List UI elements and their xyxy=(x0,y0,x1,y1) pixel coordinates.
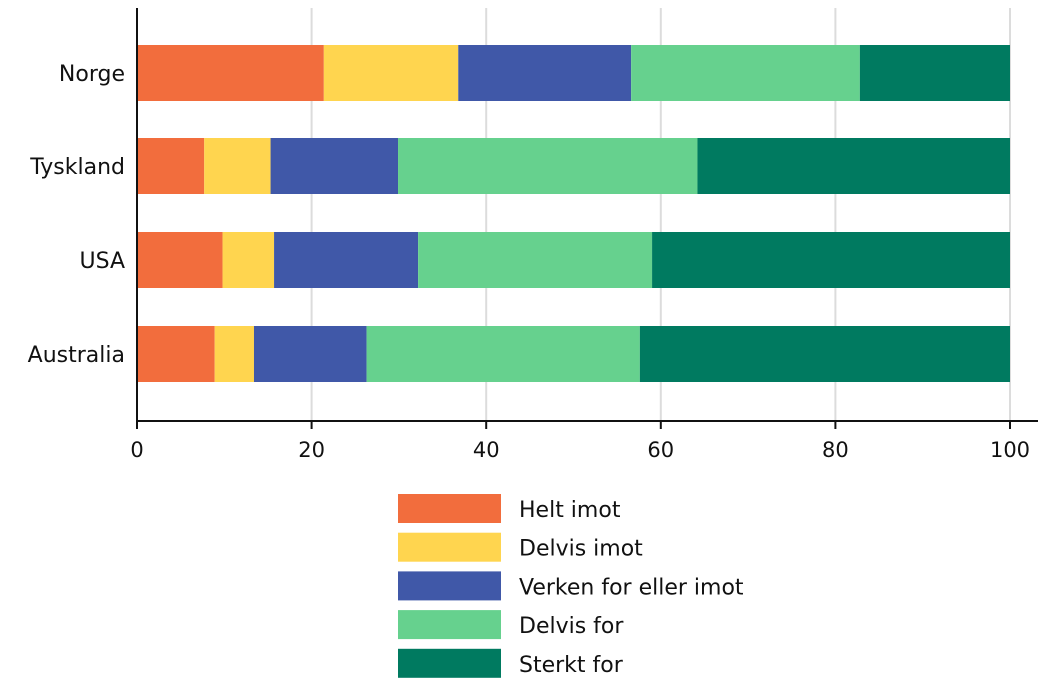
legend-swatch xyxy=(398,494,501,523)
x-tick-label: 0 xyxy=(130,438,143,462)
x-tick-labels: 0 20 40 60 80 100 xyxy=(130,438,1030,462)
legend-label: Delvis for xyxy=(519,614,624,639)
bar-segment-tyskland-4 xyxy=(398,138,698,194)
bar-segment-australia-5 xyxy=(639,326,1010,382)
bar-segment-australia-2 xyxy=(214,326,254,382)
x-tick-label: 80 xyxy=(822,438,849,462)
x-tick-label: 60 xyxy=(647,438,674,462)
legend-swatch xyxy=(398,610,501,640)
category-label: USA xyxy=(79,249,125,274)
bars xyxy=(137,45,1010,382)
x-tick-label: 40 xyxy=(473,438,500,462)
bar-segment-usa-4 xyxy=(418,232,653,288)
category-label: Norge xyxy=(59,62,125,87)
legend-label: Helt imot xyxy=(519,498,621,523)
bar-segment-norge-2 xyxy=(323,45,459,101)
bar-segment-usa-2 xyxy=(222,232,275,288)
bar-segment-australia-3 xyxy=(253,326,367,382)
bar-segment-tyskland-5 xyxy=(697,138,1010,194)
bar-segment-norge-4 xyxy=(631,45,860,101)
axes xyxy=(136,8,1038,429)
bar-segment-norge-5 xyxy=(859,45,1010,101)
bar-segment-australia-1 xyxy=(137,326,215,382)
bar-segment-norge-3 xyxy=(458,45,632,101)
legend-swatch xyxy=(398,571,501,601)
category-label: Tyskland xyxy=(29,155,125,180)
bar-segment-australia-4 xyxy=(366,326,640,382)
bar-segment-usa-5 xyxy=(652,232,1010,288)
x-tick-label: 100 xyxy=(990,438,1030,462)
legend-label: Delvis imot xyxy=(519,537,643,562)
legend-swatch xyxy=(398,648,501,678)
category-label: Australia xyxy=(28,343,125,368)
bar-segment-tyskland-1 xyxy=(137,138,205,194)
bar-segment-tyskland-2 xyxy=(204,138,271,194)
legend-swatch xyxy=(398,532,501,562)
legend-label: Sterkt for xyxy=(519,653,624,678)
bar-segment-usa-3 xyxy=(274,232,419,288)
category-labels: Norge Tyskland USA Australia xyxy=(28,62,125,368)
x-tick-label: 20 xyxy=(298,438,325,462)
legend-label: Verken for eller imot xyxy=(519,575,744,600)
bar-segment-tyskland-3 xyxy=(270,138,399,194)
bar-segment-norge-1 xyxy=(137,45,324,101)
bar-segment-usa-1 xyxy=(137,232,223,288)
legend: Helt imot Delvis imot Verken for eller imo… xyxy=(398,494,744,678)
